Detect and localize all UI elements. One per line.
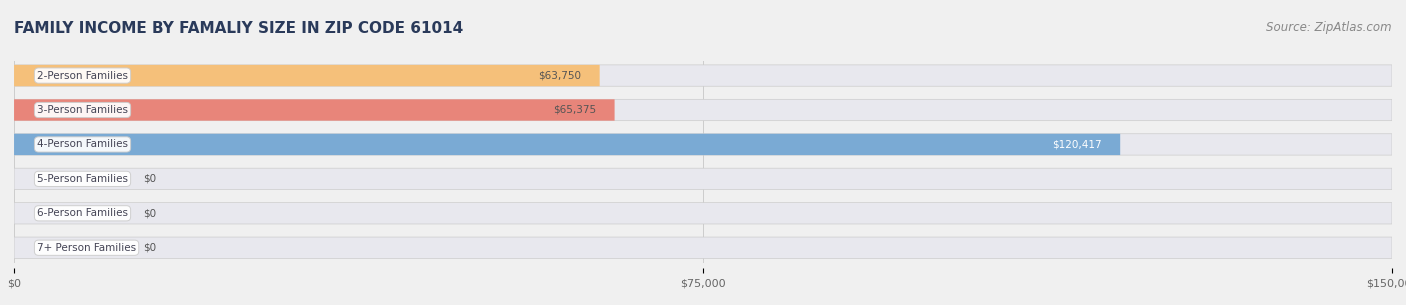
Text: $0: $0 bbox=[142, 174, 156, 184]
FancyBboxPatch shape bbox=[14, 65, 1392, 86]
Text: 3-Person Families: 3-Person Families bbox=[37, 105, 128, 115]
FancyBboxPatch shape bbox=[14, 237, 1392, 258]
Text: $63,750: $63,750 bbox=[538, 70, 581, 81]
Text: $0: $0 bbox=[142, 208, 156, 218]
FancyBboxPatch shape bbox=[14, 134, 1392, 155]
FancyBboxPatch shape bbox=[14, 99, 1392, 121]
Text: 2-Person Families: 2-Person Families bbox=[37, 70, 128, 81]
FancyBboxPatch shape bbox=[14, 168, 1392, 189]
Text: 5-Person Families: 5-Person Families bbox=[37, 174, 128, 184]
Text: $120,417: $120,417 bbox=[1052, 139, 1102, 149]
FancyBboxPatch shape bbox=[14, 65, 599, 86]
Text: $65,375: $65,375 bbox=[553, 105, 596, 115]
Text: 6-Person Families: 6-Person Families bbox=[37, 208, 128, 218]
Text: FAMILY INCOME BY FAMALIY SIZE IN ZIP CODE 61014: FAMILY INCOME BY FAMALIY SIZE IN ZIP COD… bbox=[14, 21, 464, 36]
FancyBboxPatch shape bbox=[14, 203, 1392, 224]
Text: $0: $0 bbox=[142, 243, 156, 253]
FancyBboxPatch shape bbox=[14, 134, 1121, 155]
Text: Source: ZipAtlas.com: Source: ZipAtlas.com bbox=[1267, 21, 1392, 34]
Text: 7+ Person Families: 7+ Person Families bbox=[37, 243, 136, 253]
Text: 4-Person Families: 4-Person Families bbox=[37, 139, 128, 149]
FancyBboxPatch shape bbox=[14, 99, 614, 121]
